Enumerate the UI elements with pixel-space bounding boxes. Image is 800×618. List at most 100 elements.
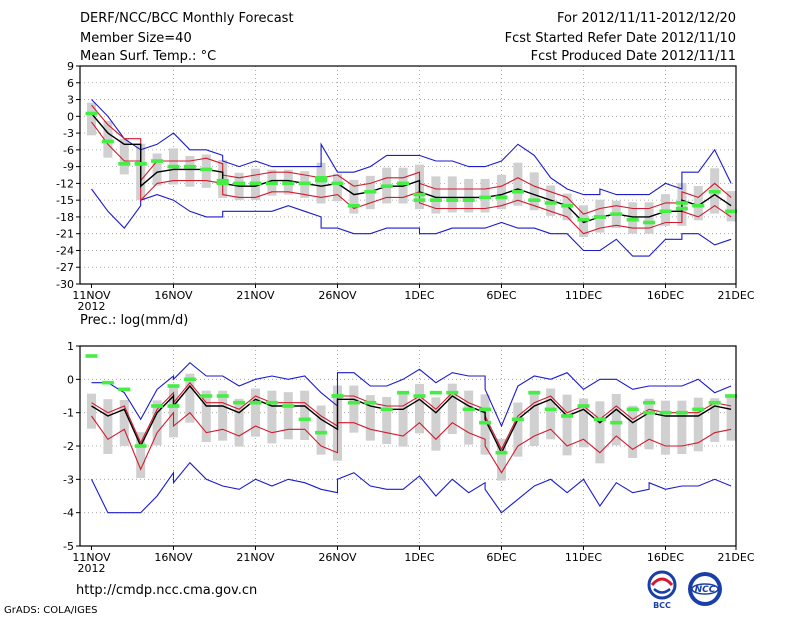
y-tick-label: 3 (67, 94, 74, 107)
observation-marker (593, 215, 606, 219)
member-range-box (431, 397, 441, 451)
observation-marker (347, 203, 360, 208)
x-tick-label: 16NOV (154, 551, 193, 564)
precip-panel-title: Prec.: log(mm/d) (80, 313, 188, 328)
member-range-box (693, 186, 703, 221)
observation-marker (397, 390, 410, 395)
y-tick-label: -4 (63, 507, 74, 520)
observation-marker (626, 407, 639, 412)
observation-marker (331, 181, 344, 186)
member-range-box (529, 390, 539, 446)
member-range-box (86, 102, 96, 136)
member-range-box (726, 397, 736, 441)
observation-marker (643, 410, 656, 415)
member-range-box (349, 179, 359, 214)
observation-marker (495, 195, 508, 200)
observation-marker (708, 189, 721, 194)
observation-marker (397, 181, 410, 186)
temperature-panel: 9 6 3 0 -3 -6 -9 -12 -15 -18 -21 -24 -27 -3011NOV2012… (56, 60, 755, 313)
member-range-box (267, 390, 277, 444)
y-tick-label: -2 (63, 440, 74, 453)
observation-marker (462, 407, 475, 412)
member-range-box (496, 438, 506, 481)
observation-marker (282, 181, 295, 186)
member-range-box (710, 398, 720, 442)
x-tick-label: 1DEC (404, 289, 434, 302)
observation-marker (216, 181, 229, 186)
observation-marker (429, 198, 442, 202)
observation-marker (216, 178, 229, 183)
y-tick-label: -12 (56, 177, 74, 190)
y-tick-label: 0 (67, 373, 74, 386)
member-range-box (414, 384, 424, 434)
forecast-start-date: Fcst Started Refer Date 2012/11/10 (504, 31, 736, 46)
observation-marker (151, 404, 164, 408)
y-tick-label: -30 (56, 278, 74, 291)
y-tick-label: 1 (67, 340, 74, 353)
member-range-box (513, 402, 523, 457)
x-tick-label: 11DEC (565, 289, 602, 302)
observation-marker (298, 417, 311, 422)
observation-marker (675, 410, 688, 415)
source-url[interactable]: http://cmdp.ncc.cma.gov.cn (76, 583, 258, 598)
y-tick-label: -9 (63, 161, 74, 174)
ncc-logo-icon: NCC (688, 572, 722, 606)
series-line-upper-spread (91, 381, 732, 451)
observation-marker (167, 164, 180, 169)
y-tick-label: -3 (63, 127, 74, 140)
x-tick-label: 21DEC (717, 289, 754, 302)
observation-marker (725, 394, 738, 398)
member-range-box (136, 432, 146, 478)
observation-marker (626, 217, 639, 222)
x-tick-label: 6DEC (486, 551, 516, 564)
observation-marker (659, 410, 672, 415)
observation-marker (479, 407, 492, 412)
observation-marker (675, 201, 688, 205)
x-tick-label: 16DEC (647, 551, 684, 564)
member-range-box (234, 398, 244, 447)
member-range-box (562, 394, 572, 456)
forecast-period: For 2012/11/11-2012/12/20 (557, 11, 736, 26)
observation-marker (725, 209, 738, 214)
member-range-box (103, 399, 113, 454)
observation-marker (216, 394, 229, 398)
observation-marker (380, 184, 393, 188)
member-range-box (316, 162, 326, 204)
ncc-logo-text: NCC (695, 585, 716, 595)
observation-marker (118, 162, 131, 166)
observation-marker (675, 206, 688, 211)
observation-marker (643, 220, 656, 225)
y-tick-label: -24 (56, 244, 74, 257)
observation-marker (249, 181, 262, 186)
observation-marker (118, 387, 131, 392)
observation-marker (511, 417, 524, 422)
observation-marker (233, 400, 246, 405)
member-range-box (316, 405, 326, 455)
series-line-upper-spread (91, 104, 732, 215)
observation-marker (265, 400, 278, 405)
x-tick-label: 21NOV (236, 551, 275, 564)
member-range-box (693, 397, 703, 452)
x-tick-year-label: 2012 (77, 562, 105, 575)
observation-marker (167, 404, 180, 408)
member-range-box (726, 191, 736, 222)
x-tick-year-label: 2012 (77, 300, 105, 313)
member-range-box (201, 390, 211, 442)
observation-marker (561, 203, 574, 208)
member-range-box (578, 398, 588, 448)
member-range-box (644, 202, 654, 234)
observation-marker (528, 198, 541, 202)
member-range-box (152, 153, 162, 186)
member-range-box (283, 392, 293, 440)
series-line-lower-spread (91, 411, 732, 474)
y-tick-label: -1 (63, 407, 74, 420)
x-tick-label: 1DEC (404, 551, 434, 564)
observation-marker (183, 164, 196, 169)
member-range-box (480, 404, 490, 455)
x-tick-label: 11NOV (72, 551, 111, 564)
temperature-plot-frame (79, 65, 737, 285)
member-range-box (546, 388, 556, 440)
x-tick-label: 16NOV (154, 289, 193, 302)
series-line-upper-envelope (91, 99, 732, 196)
